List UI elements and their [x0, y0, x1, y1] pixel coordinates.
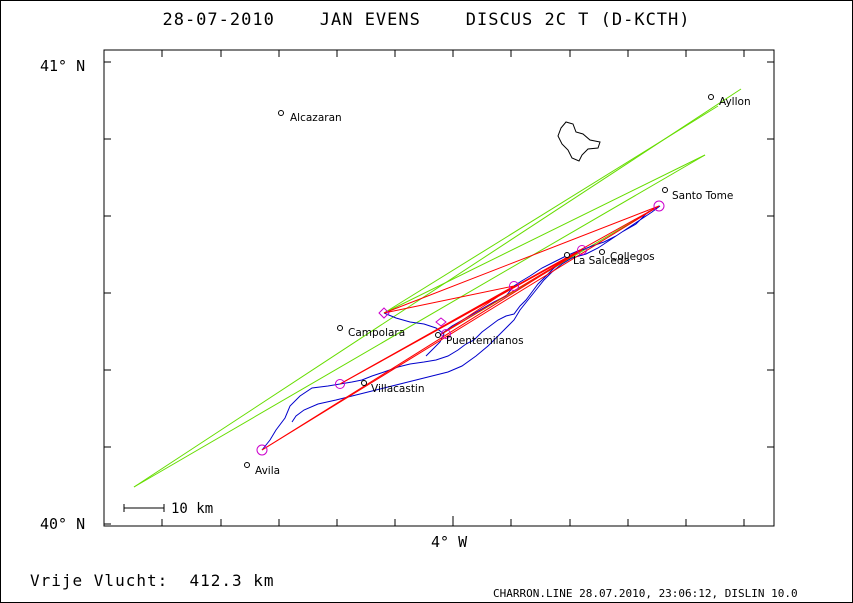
gps-track: [261, 205, 661, 451]
scale-bar: 10 km: [123, 501, 213, 517]
lat-label-bottom: 40° N: [40, 515, 86, 533]
town-label-avila: Avila: [255, 465, 280, 477]
turnpoint-markers: [256, 200, 665, 456]
town-label-ayllon: Ayllon: [719, 96, 751, 108]
axis-ticks: [104, 50, 774, 526]
town-label-alcazaran: Alcazaran: [290, 112, 342, 124]
task-legs: [261, 205, 660, 451]
lon-label-mid: 4° W: [431, 533, 468, 551]
plot-border: [103, 49, 775, 527]
scale-bar-label: 10 km: [171, 501, 213, 517]
sector-lines: [133, 88, 742, 488]
lat-label-top: 41° N: [40, 57, 86, 75]
town-label-puentemilanos: Puentemilanos: [446, 335, 524, 347]
free-flight-distance: Vrije Vlucht: 412.3 km: [30, 571, 275, 590]
town-label-campolara: Campolara: [348, 327, 405, 339]
town-label-villacastin: Villacastin: [371, 383, 425, 395]
town-markers: [244, 94, 714, 468]
lake-outline: [557, 121, 601, 162]
town-label-collegos: Collegos: [610, 251, 655, 263]
flight-title: 28-07-2010 JAN EVENS DISCUS 2C T (D-KCTH…: [162, 10, 691, 30]
plot-credit: CHARRON.LINE 28.07.2010, 23:06:12, DISLI…: [493, 587, 798, 600]
town-label-santo-tome: Santo Tome: [672, 190, 733, 202]
town-label-la-salceda: La Salceda: [573, 255, 630, 267]
